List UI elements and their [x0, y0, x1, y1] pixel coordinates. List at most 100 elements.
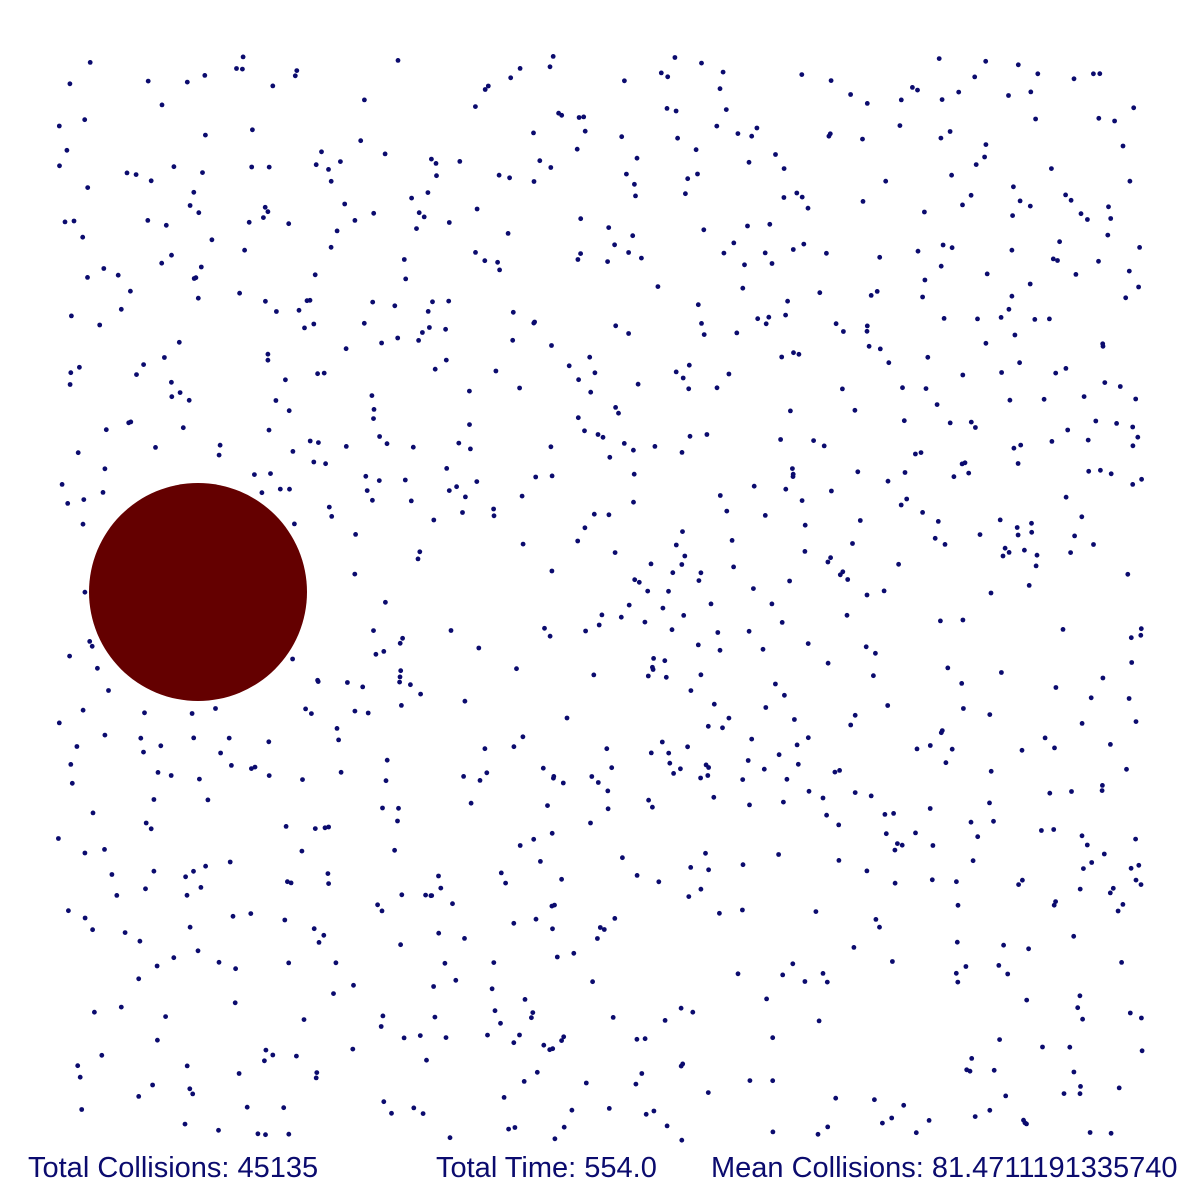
particle [155, 770, 161, 775]
particle [1126, 696, 1132, 701]
particle [872, 1097, 877, 1103]
particle [852, 790, 858, 795]
particle [1088, 695, 1094, 701]
particle [234, 66, 239, 71]
particle [817, 290, 823, 296]
particle [975, 316, 980, 322]
particle [89, 643, 95, 649]
particle [209, 237, 215, 243]
particle [319, 149, 324, 155]
particle [444, 466, 450, 471]
particle [984, 271, 990, 277]
particle [265, 209, 271, 215]
particle [507, 175, 512, 181]
particle [69, 313, 74, 319]
particle [955, 979, 961, 985]
particle [505, 231, 511, 236]
particle [151, 868, 157, 874]
total-time-label: Total Time: 554.0 [436, 1152, 657, 1184]
particle [191, 868, 196, 874]
particle [761, 766, 767, 772]
particle [380, 805, 385, 811]
particle [749, 133, 755, 139]
particle [882, 812, 888, 817]
particle [714, 123, 720, 129]
particle [915, 248, 921, 254]
particle [873, 650, 878, 656]
particle [613, 405, 618, 410]
particle [588, 820, 593, 826]
particle [631, 471, 637, 477]
particle [101, 266, 107, 271]
particle [1130, 424, 1136, 430]
particle [685, 176, 691, 182]
particle [360, 684, 366, 690]
particle [311, 321, 317, 327]
particle [590, 979, 595, 985]
particle [345, 680, 350, 685]
particle [690, 1009, 696, 1015]
particle [373, 651, 379, 657]
particle [316, 440, 321, 445]
particle [645, 673, 651, 679]
particle [403, 276, 409, 282]
particle [326, 167, 331, 172]
particle [575, 415, 581, 421]
particle [376, 478, 382, 483]
particle [766, 314, 772, 320]
particle [815, 1131, 821, 1137]
particle [1108, 742, 1113, 747]
particle [102, 732, 108, 738]
particle [249, 164, 255, 170]
particle [683, 191, 688, 197]
particle [1068, 550, 1073, 555]
particle [801, 241, 807, 247]
particle [331, 991, 336, 996]
particle [1106, 204, 1111, 210]
particle [660, 605, 666, 611]
particle [960, 202, 965, 208]
particle [1009, 247, 1015, 253]
particle [311, 926, 317, 932]
particle [938, 618, 943, 624]
particle [880, 1120, 885, 1126]
particle [622, 78, 627, 84]
particle [901, 418, 907, 424]
particle [936, 56, 942, 61]
particle [955, 902, 961, 908]
particle [443, 1035, 449, 1040]
particle [780, 972, 786, 978]
particle [678, 1063, 684, 1069]
particle [436, 930, 442, 936]
particle [456, 440, 462, 446]
particle [1075, 1005, 1081, 1011]
particle [864, 323, 870, 329]
particle [1089, 860, 1095, 865]
particle [87, 639, 93, 644]
particle [1077, 886, 1083, 892]
particle [667, 760, 673, 766]
particle [605, 259, 610, 264]
particle [399, 892, 405, 898]
particle [145, 78, 151, 84]
particle [417, 549, 423, 555]
particle [805, 205, 811, 211]
particle [191, 189, 197, 195]
particle [681, 613, 687, 618]
particle [283, 377, 288, 383]
particle [484, 770, 490, 776]
particle [398, 942, 403, 948]
particle [549, 903, 555, 909]
particle [705, 723, 711, 729]
particle [384, 757, 390, 763]
particle [432, 1014, 438, 1020]
particle [621, 441, 627, 446]
particle [97, 322, 103, 328]
particle [312, 272, 318, 278]
particle [658, 70, 664, 76]
particle [460, 510, 465, 515]
particle [292, 73, 298, 79]
particle [265, 357, 271, 363]
particle [242, 247, 248, 253]
particle [642, 619, 648, 625]
